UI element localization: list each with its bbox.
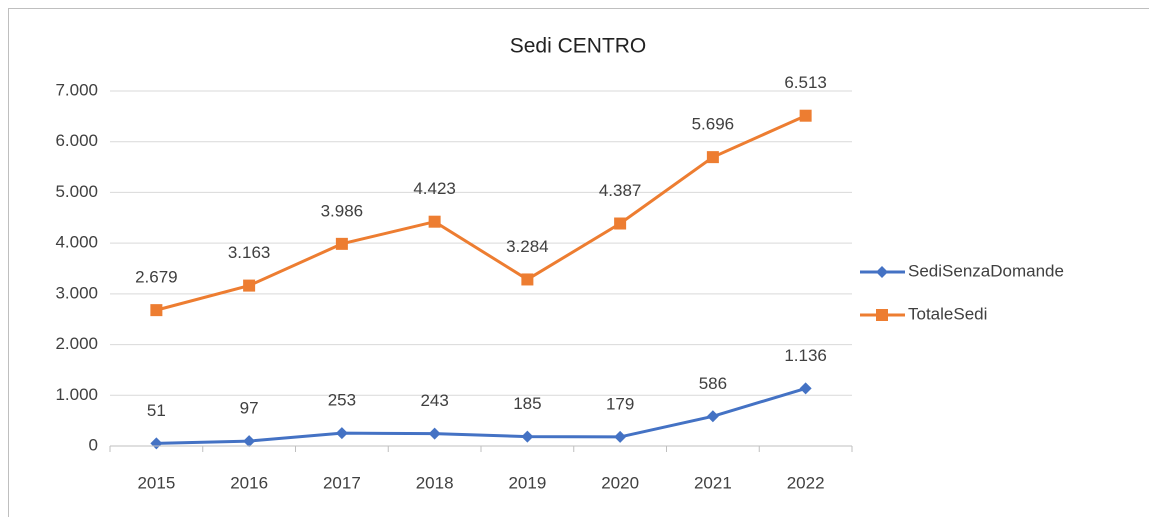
y-tick-label: 3.000 — [55, 283, 98, 302]
x-tick-label: 2020 — [601, 473, 639, 492]
data-label: 97 — [240, 399, 259, 418]
data-point — [335, 427, 348, 440]
legend-label: TotaleSedi — [908, 304, 987, 323]
x-tick-label: 2022 — [787, 473, 825, 492]
chart-title: Sedi CENTRO — [510, 35, 647, 58]
chart-frame — [8, 8, 1149, 517]
data-point — [614, 217, 627, 230]
legend-marker — [876, 266, 888, 278]
x-tick-label: 2016 — [230, 473, 268, 492]
data-point — [150, 304, 163, 317]
x-tick-label: 2018 — [416, 473, 454, 492]
y-tick-label: 7.000 — [55, 80, 98, 99]
data-point — [243, 435, 256, 448]
data-point — [243, 279, 256, 292]
y-tick-label: 2.000 — [55, 334, 98, 353]
data-point — [428, 215, 441, 228]
legend-marker — [876, 309, 888, 321]
series-line — [156, 386, 807, 445]
y-tick-label: 6.000 — [55, 131, 98, 150]
y-tick-label: 1.000 — [55, 385, 98, 404]
data-point — [521, 430, 534, 443]
data-label: 2.679 — [135, 268, 178, 287]
data-label: 4.423 — [413, 179, 456, 198]
data-label: 1.136 — [784, 346, 827, 365]
data-label: 179 — [606, 394, 634, 413]
data-point — [799, 109, 812, 122]
data-label: 253 — [328, 391, 356, 410]
data-point — [335, 237, 348, 250]
data-point — [799, 382, 812, 395]
data-label: 586 — [699, 374, 727, 393]
data-label: 3.163 — [228, 243, 271, 262]
data-point — [706, 151, 719, 164]
data-label: 243 — [420, 391, 448, 410]
data-label: 51 — [147, 401, 166, 420]
x-tick-label: 2021 — [694, 473, 732, 492]
series-line — [155, 114, 807, 312]
data-point — [706, 410, 719, 423]
data-label: 6.513 — [784, 73, 827, 92]
data-point — [428, 427, 441, 440]
data-point — [521, 273, 534, 286]
data-label: 4.387 — [599, 181, 642, 200]
data-label: 3.284 — [506, 237, 549, 256]
y-tick-label: 4.000 — [55, 233, 98, 252]
x-tick-label: 2015 — [137, 473, 175, 492]
data-label: 3.986 — [321, 201, 364, 220]
x-tick-label: 2019 — [508, 473, 546, 492]
y-tick-label: 0 — [89, 435, 98, 454]
x-tick-label: 2017 — [323, 473, 361, 492]
data-label: 185 — [513, 394, 541, 413]
data-point — [614, 430, 627, 443]
y-tick-label: 5.000 — [55, 182, 98, 201]
data-label: 5.696 — [692, 115, 735, 134]
legend-label: SediSenzaDomande — [908, 261, 1064, 280]
